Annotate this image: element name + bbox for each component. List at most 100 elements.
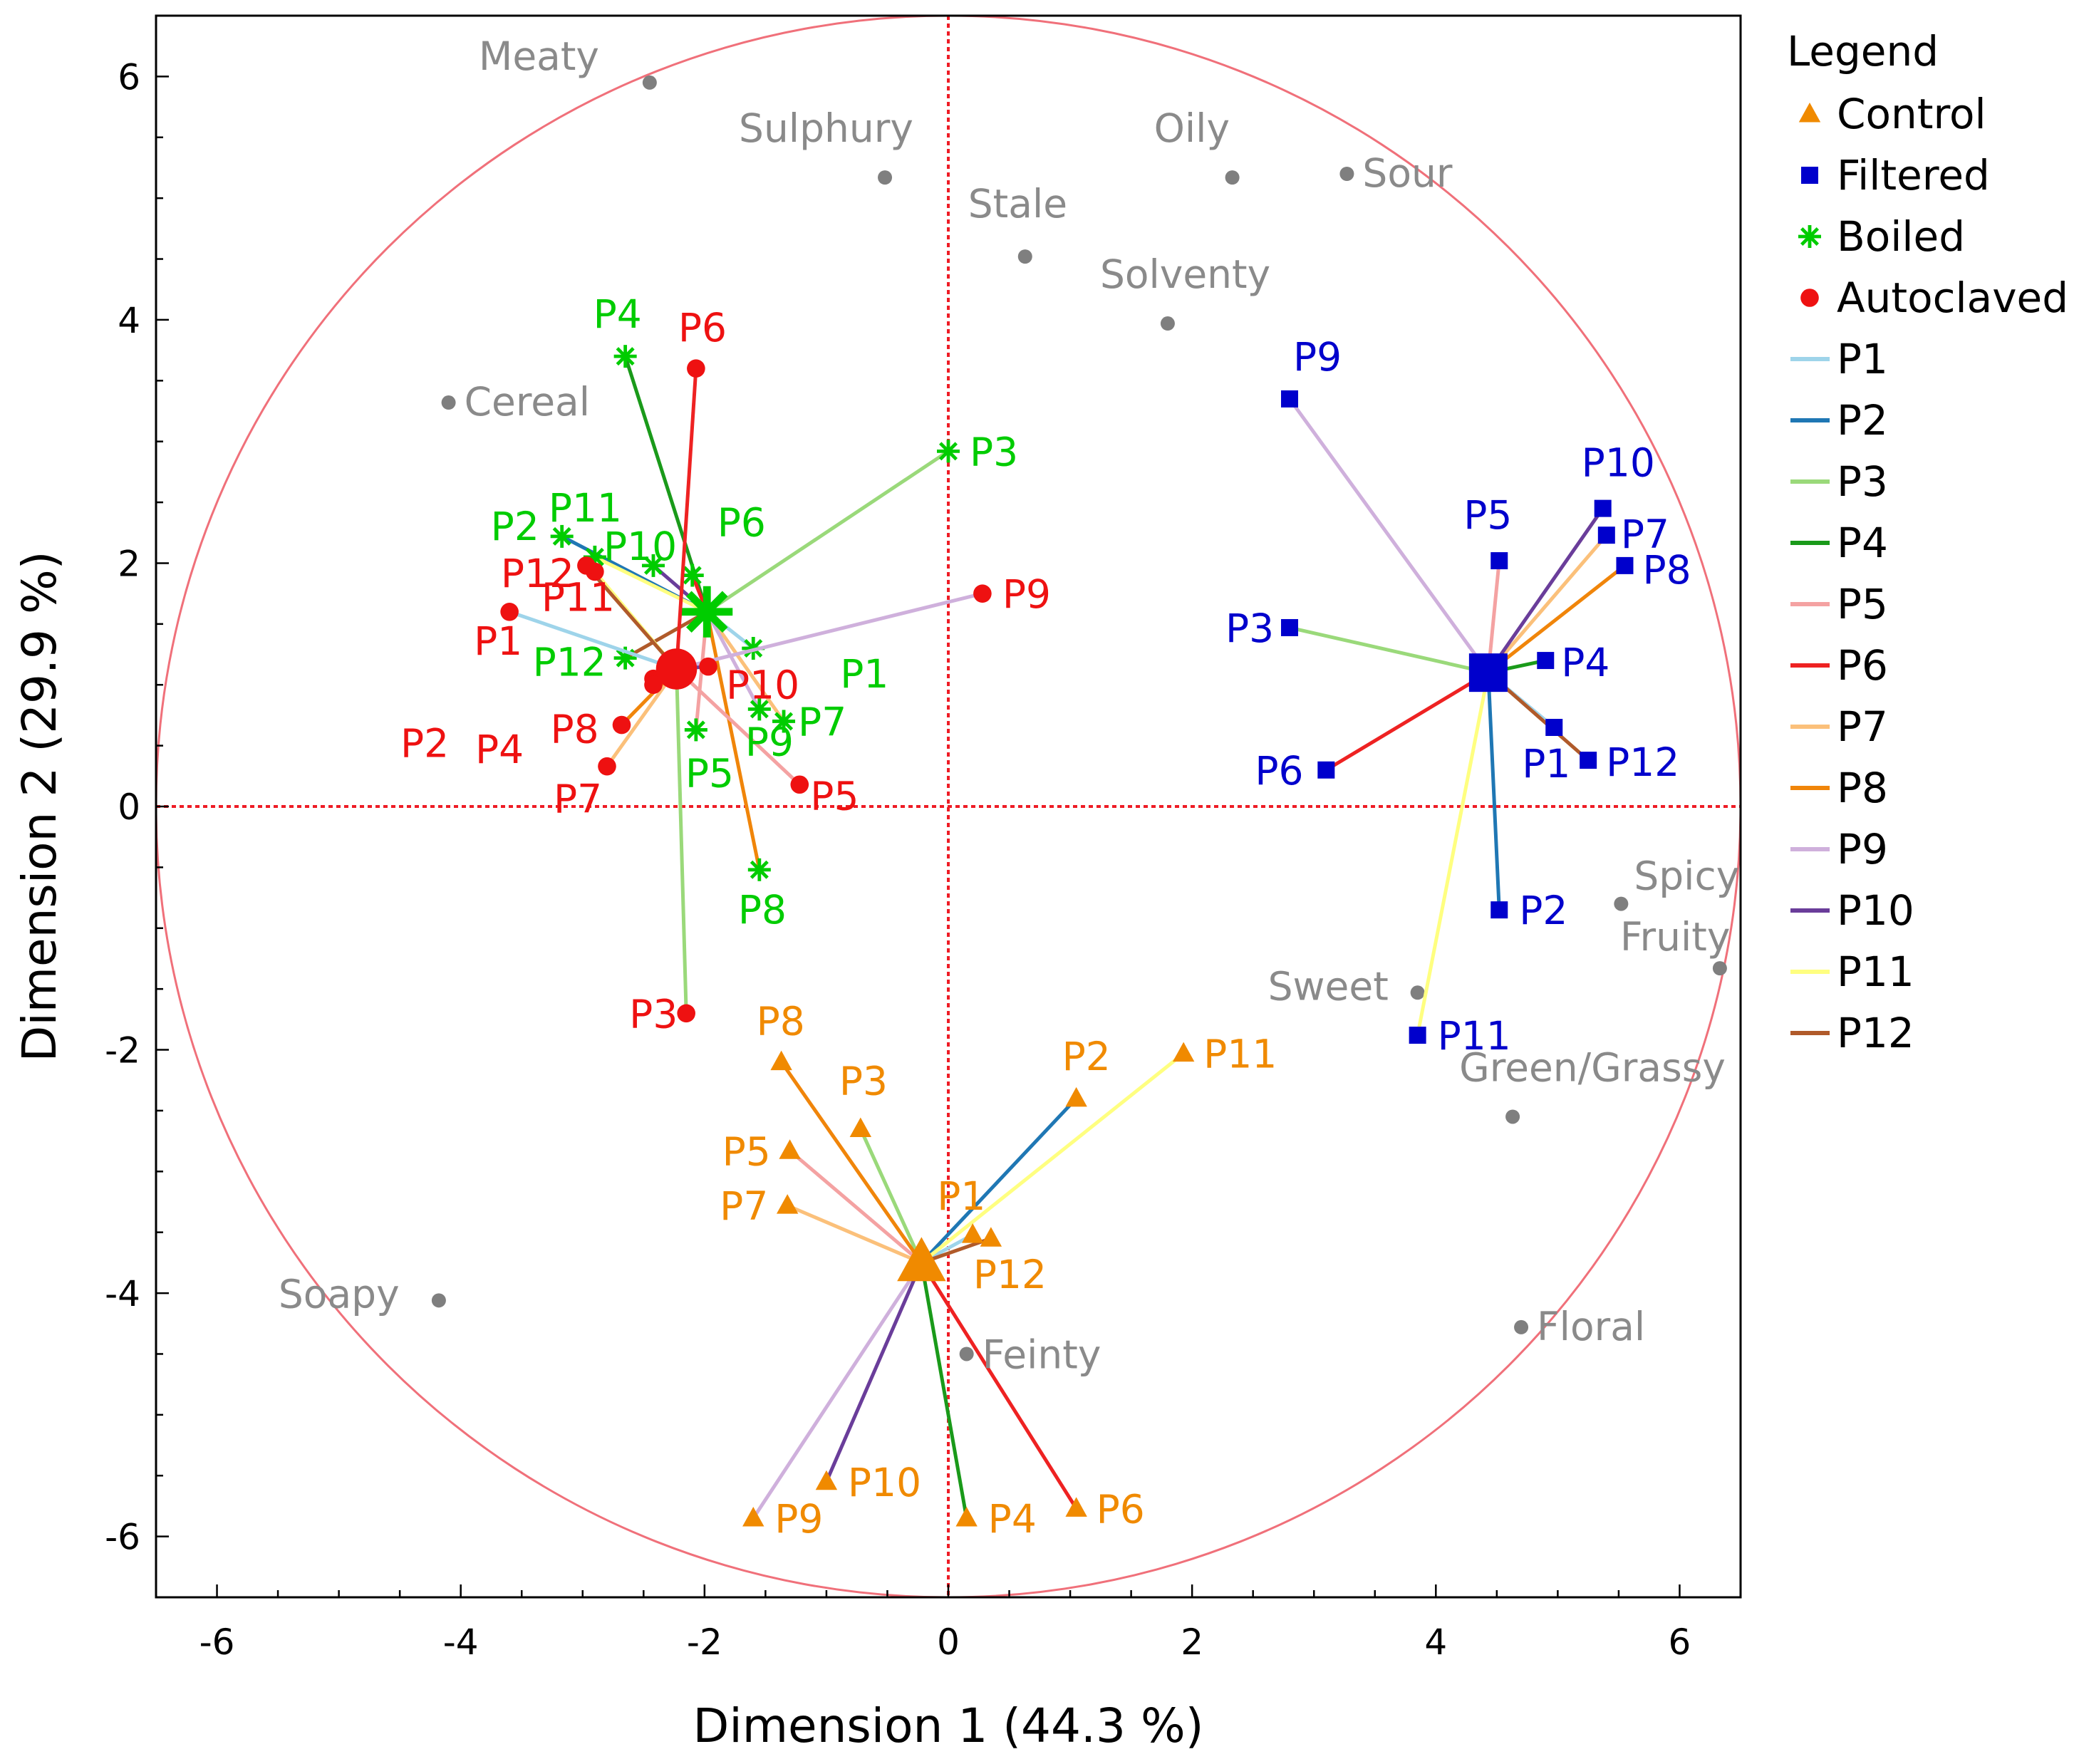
control-label-p4: P4 <box>988 1496 1037 1542</box>
filtered-segment-p8 <box>1487 564 1627 675</box>
boiled-label-p8: P8 <box>738 887 787 933</box>
boiled-point-p8 <box>747 858 771 881</box>
boiled-point-p4 <box>613 345 637 368</box>
attribute-point-sour <box>1339 167 1354 181</box>
boiled-point-p2 <box>550 524 574 548</box>
x-tick-label-6: 6 <box>1669 1622 1691 1663</box>
autoclaved-label-p8: P8 <box>551 707 599 752</box>
control-segment-p7 <box>787 1203 923 1265</box>
autoclaved-label-p10: P10 <box>726 663 799 708</box>
control-point-p1 <box>962 1223 984 1243</box>
x-tick-label-4: 4 <box>1424 1622 1447 1663</box>
x-tick-label-0: 0 <box>937 1622 960 1663</box>
legend-item-p1: P1 <box>1837 335 1888 383</box>
control-centroid <box>897 1237 946 1282</box>
control-segment-p5 <box>788 1149 923 1265</box>
boiled-point-p9 <box>747 697 771 721</box>
control-segment-p2 <box>920 1097 1078 1265</box>
y-tick-label--6: -6 <box>105 1517 140 1558</box>
legend-item-p2: P2 <box>1837 396 1888 445</box>
legend-item-p9: P9 <box>1837 825 1888 873</box>
filtered-point-p11 <box>1409 1027 1426 1044</box>
filtered-point-p12 <box>1580 752 1597 769</box>
attribute-point-sulphury <box>878 170 893 185</box>
attribute-label-green-grassy: Green/Grassy <box>1459 1044 1726 1090</box>
boiled-label-p2: P2 <box>491 504 539 549</box>
control-point-p4 <box>955 1507 978 1527</box>
boiled-segment-p12 <box>624 610 708 660</box>
boiled-point-p3 <box>937 440 960 463</box>
filtered-point-p3 <box>1281 618 1299 636</box>
boiled-label-p10: P10 <box>603 524 677 569</box>
y-tick-label-6: 6 <box>118 56 140 98</box>
attribute-label-sweet: Sweet <box>1268 963 1389 1009</box>
autoclaved-point-p9 <box>973 584 992 603</box>
attribute-label-solventy: Solventy <box>1100 251 1270 297</box>
y-tick-label--4: -4 <box>105 1273 140 1314</box>
filtered-label-p8: P8 <box>1642 547 1691 593</box>
autoclaved-centroid <box>655 648 698 690</box>
filtered-label-p11: P11 <box>1438 1013 1511 1059</box>
boiled-segment-p7 <box>705 611 786 722</box>
attribute-label-floral: Floral <box>1537 1304 1645 1349</box>
control-point-p10 <box>815 1470 838 1490</box>
filtered-label-p4: P4 <box>1561 640 1609 685</box>
legend-title: Legend <box>1787 27 1939 76</box>
attribute-label-cereal: Cereal <box>465 379 590 425</box>
control-segment-p9 <box>752 1262 923 1520</box>
autoclaved-label-p9: P9 <box>1002 571 1051 617</box>
legend-item-p4: P4 <box>1837 519 1888 567</box>
y-tick-label--2: -2 <box>105 1030 140 1072</box>
control-label-p6: P6 <box>1096 1486 1145 1532</box>
control-point-p2 <box>1065 1086 1087 1107</box>
filtered-segment-p3 <box>1289 626 1489 675</box>
filtered-point-p6 <box>1317 761 1335 779</box>
legend-item-p7: P7 <box>1837 702 1888 751</box>
control-segment-p6 <box>920 1262 1078 1510</box>
filtered-label-p6: P6 <box>1255 748 1303 794</box>
control-segment-p10 <box>824 1262 923 1483</box>
attribute-label-fruity: Fruity <box>1620 914 1731 960</box>
filtered-segment-p11 <box>1416 672 1490 1036</box>
control-label-p12: P12 <box>973 1252 1047 1297</box>
autoclaved-point-p6 <box>687 359 705 378</box>
y-axis: -6 -4 -2 0 2 4 6 <box>105 14 169 1599</box>
boiled-segment-p9 <box>705 611 762 710</box>
attribute-point-spicy <box>1614 896 1629 911</box>
legend-item-filtered: Filtered <box>1837 151 1990 199</box>
filtered-point-p1 <box>1545 719 1563 736</box>
boiled-centroid <box>681 586 733 638</box>
boiled-segment-p8 <box>705 611 762 871</box>
attribute-label-soapy: Soapy <box>279 1271 400 1317</box>
legend-item-p6: P6 <box>1837 641 1888 690</box>
control-point-p12 <box>980 1227 1002 1247</box>
x-tick-label--4: -4 <box>443 1622 479 1663</box>
control-segment-p4 <box>919 1262 969 1519</box>
autoclaved-point-p3 <box>677 1004 695 1023</box>
legend-marker-control <box>1798 103 1821 123</box>
legend-item-control: Control <box>1837 90 1986 138</box>
filtered-label-p3: P3 <box>1225 606 1274 651</box>
y-axis-title: Dimension 2 (29.9 %) <box>12 551 67 1062</box>
filtered-label-p2: P2 <box>1519 888 1567 933</box>
x-tick-label-2: 2 <box>1181 1622 1203 1663</box>
boiled-point-p5 <box>684 718 707 742</box>
control-segment-p8 <box>779 1061 923 1264</box>
legend-item-p3: P3 <box>1837 457 1888 506</box>
boiled-label-p1: P1 <box>840 651 888 697</box>
control-point-p9 <box>742 1507 764 1527</box>
attribute-point-green-grassy <box>1505 1109 1520 1124</box>
boiled-label-p6: P6 <box>717 500 766 546</box>
control-segment-p11 <box>920 1052 1185 1265</box>
autoclaved-segment-p6 <box>675 368 698 670</box>
boiled-point-p10 <box>641 554 665 577</box>
boiled-label-p5: P5 <box>685 750 734 796</box>
filtered-label-p5: P5 <box>1463 492 1512 538</box>
autoclaved-segment-p5 <box>675 668 801 787</box>
filtered-segment-p2 <box>1486 673 1501 910</box>
attribute-label-sulphury: Sulphury <box>739 105 913 151</box>
autoclaved-label-p3: P3 <box>629 991 678 1037</box>
control-label-p2: P2 <box>1062 1034 1111 1079</box>
filtered-label-p10: P10 <box>1582 440 1655 486</box>
